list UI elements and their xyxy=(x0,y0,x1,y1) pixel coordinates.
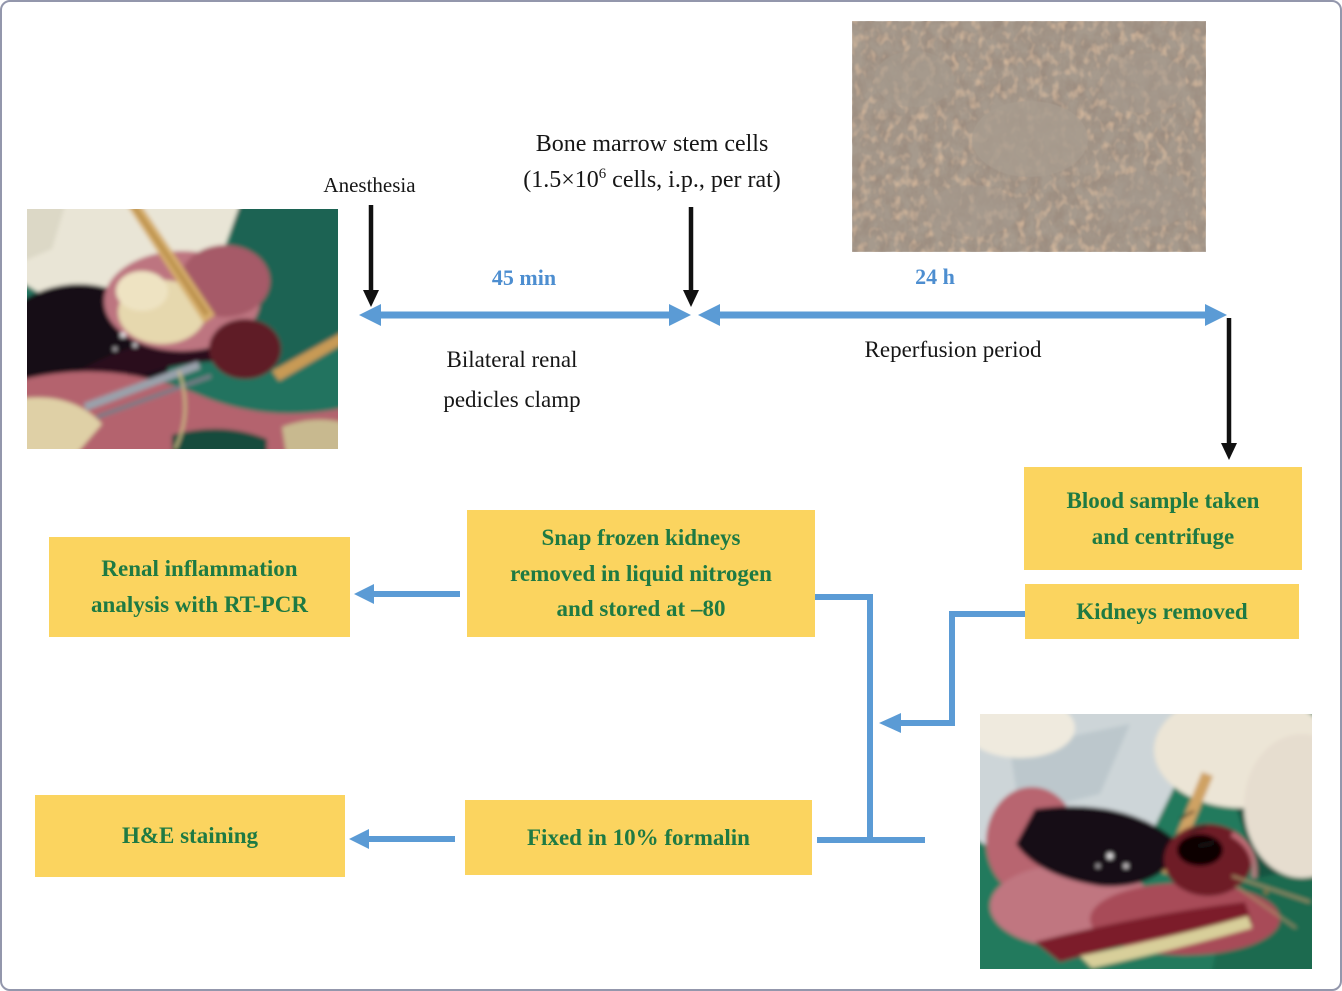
bmsc-injection-arrow xyxy=(683,207,699,307)
reperfusion-phase-label: Reperfusion period xyxy=(864,337,1042,362)
anesthesia-arrow xyxy=(363,205,379,307)
rat-laparotomy-photo xyxy=(27,209,338,449)
he-staining-box: H&E staining xyxy=(35,795,345,877)
rtpcr-arrow xyxy=(354,584,460,604)
reperfusion-duration-label: 24 h xyxy=(915,264,955,289)
rat-kidney-removal-photo xyxy=(980,714,1312,969)
blood-sample-arrow xyxy=(1221,318,1237,460)
ischemia-phase-label: Bilateral renal pedicles clamp xyxy=(443,347,581,412)
snap-frozen-box: Snap frozen kidneys removed in liquid ni… xyxy=(467,510,815,637)
bmsc-dose: (1.5×106 cells, i.p., per rat) xyxy=(523,166,781,193)
bmsc-label: Bone marrow stem cells (1.5×106 cells, i… xyxy=(447,126,857,198)
blood-sample-box: Blood sample taken and centrifuge xyxy=(1024,467,1302,570)
snap-frozen-connector xyxy=(815,594,873,837)
he-arrow xyxy=(349,829,455,849)
ischemia-interval-arrow xyxy=(359,304,691,326)
anesthesia-label: Anesthesia xyxy=(323,173,416,197)
reperfusion-interval-arrow xyxy=(698,304,1227,326)
bmsc-culture-micrograph xyxy=(852,21,1206,252)
dose-exponent: 6 xyxy=(598,166,607,182)
kidneys-removed-box: Kidneys removed xyxy=(1025,584,1299,639)
formalin-box: Fixed in 10% formalin xyxy=(465,800,812,875)
ischemia-duration-label: 45 min xyxy=(491,265,557,290)
rtpcr-box: Renal inflammation analysis with RT-PCR xyxy=(49,537,350,637)
bmsc-title: Bone marrow stem cells xyxy=(535,131,769,157)
